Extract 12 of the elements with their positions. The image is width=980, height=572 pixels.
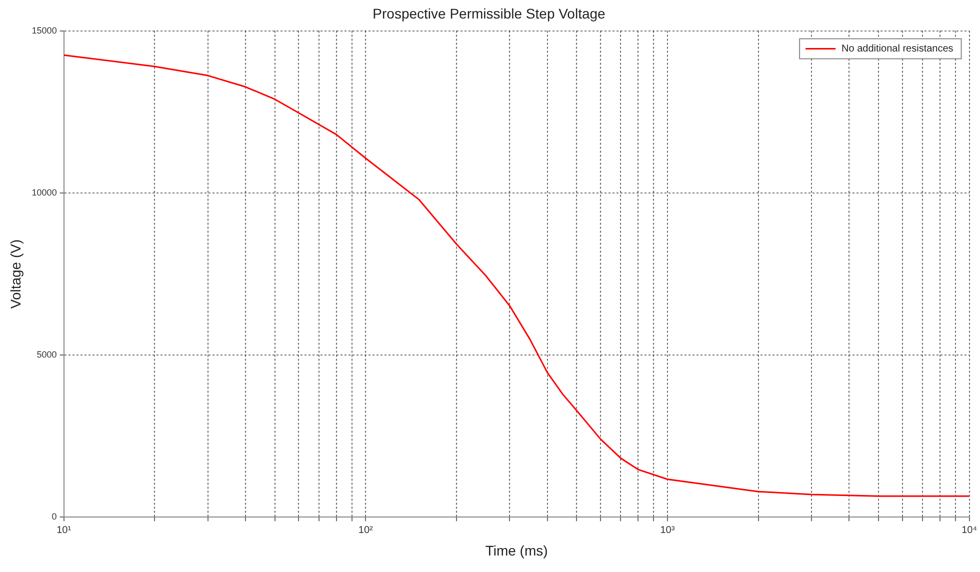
x-tick-label: 10¹ xyxy=(56,524,72,536)
legend-label: No additional resistances xyxy=(842,44,954,55)
x-axis-title: Time (ms) xyxy=(485,542,548,558)
y-axis-title: Voltage (V) xyxy=(7,239,24,309)
y-tick-label: 15000 xyxy=(32,25,57,36)
y-tick-label: 5000 xyxy=(36,350,57,360)
x-tick-label: 10⁴ xyxy=(962,524,977,536)
x-tick-label: 10² xyxy=(358,524,374,536)
x-tick-label: 10³ xyxy=(660,524,676,536)
y-tick-label: 0 xyxy=(52,512,57,522)
chart-title: Prospective Permissible Step Voltage xyxy=(372,5,606,22)
y-tick-label: 10000 xyxy=(32,187,57,198)
